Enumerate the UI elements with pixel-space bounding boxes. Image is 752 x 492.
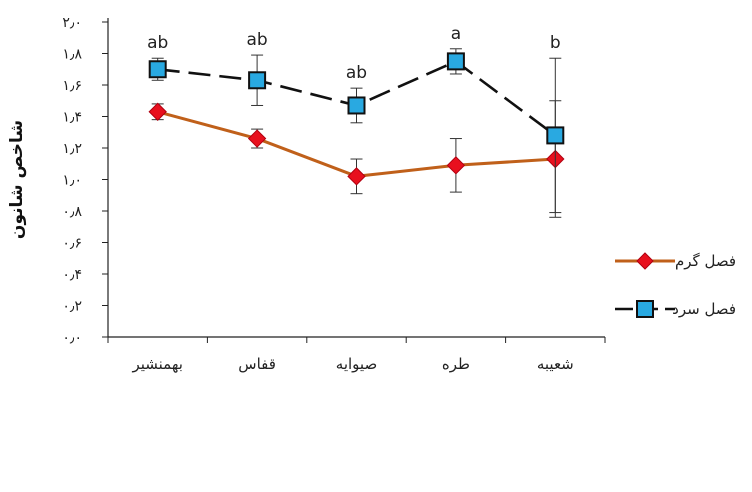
square-marker xyxy=(248,71,267,90)
legend: فصل گرم فصل سرد xyxy=(615,252,736,318)
square-marker xyxy=(148,60,167,79)
significance-label: ab xyxy=(246,30,267,50)
legend-cold-label: فصل سرد xyxy=(672,300,736,318)
y-tick-label: ۱٫۶ xyxy=(62,78,82,94)
y-tick-label: ۰٫۰ xyxy=(62,330,82,346)
x-axis-categories: بهمنشیر قفاس صیوایه طره شعیبه xyxy=(131,355,573,373)
square-marker xyxy=(347,96,366,115)
significance-label: b xyxy=(550,33,561,53)
y-tick-label: ۰٫۴ xyxy=(62,267,82,283)
square-marker xyxy=(546,126,565,145)
significance-label: ab xyxy=(147,33,168,53)
diamond-marker xyxy=(347,167,366,186)
y-tick-label: ۲٫۰ xyxy=(62,15,82,31)
legend-warm-diamond-marker xyxy=(636,252,654,270)
y-tick-label: ۱٫۲ xyxy=(62,141,82,157)
x-category-label: طره xyxy=(442,355,470,373)
y-tick-label: ۱٫۸ xyxy=(62,47,82,63)
y-tick-label: ۰٫۸ xyxy=(62,204,82,220)
legend-cold-square-marker xyxy=(636,300,654,318)
x-category-label: بهمنشیر xyxy=(131,355,182,373)
y-tick-label: ۰٫۲ xyxy=(62,299,82,315)
x-category-label: صیوایه xyxy=(336,355,377,373)
diamond-marker xyxy=(446,156,466,175)
series-0 xyxy=(148,100,565,218)
x-category-label: قفاس xyxy=(238,355,276,373)
significance-label: a xyxy=(451,24,461,44)
y-axis-label: شاخص شانون xyxy=(7,120,27,239)
y-tick-label: ۱٫۰ xyxy=(62,173,82,189)
significance-label: ab xyxy=(346,63,367,83)
diamond-marker xyxy=(247,129,267,148)
legend-warm-label: فصل گرم xyxy=(675,252,736,270)
y-tick-label: ۱٫۴ xyxy=(62,110,82,126)
x-category-label: شعیبه xyxy=(537,355,574,373)
chart-axes xyxy=(107,18,606,343)
square-marker xyxy=(446,52,465,71)
y-tick-label: ۰٫۶ xyxy=(62,236,82,252)
diamond-marker xyxy=(148,102,167,121)
y-axis-ticks: ۰٫۰ ۰٫۲ ۰٫۴ ۰٫۶ ۰٫۸ ۱٫۰ ۱٫۲ ۱٫۴ ۱٫۶ ۱٫۸ ۲٫۰ xyxy=(62,15,108,346)
